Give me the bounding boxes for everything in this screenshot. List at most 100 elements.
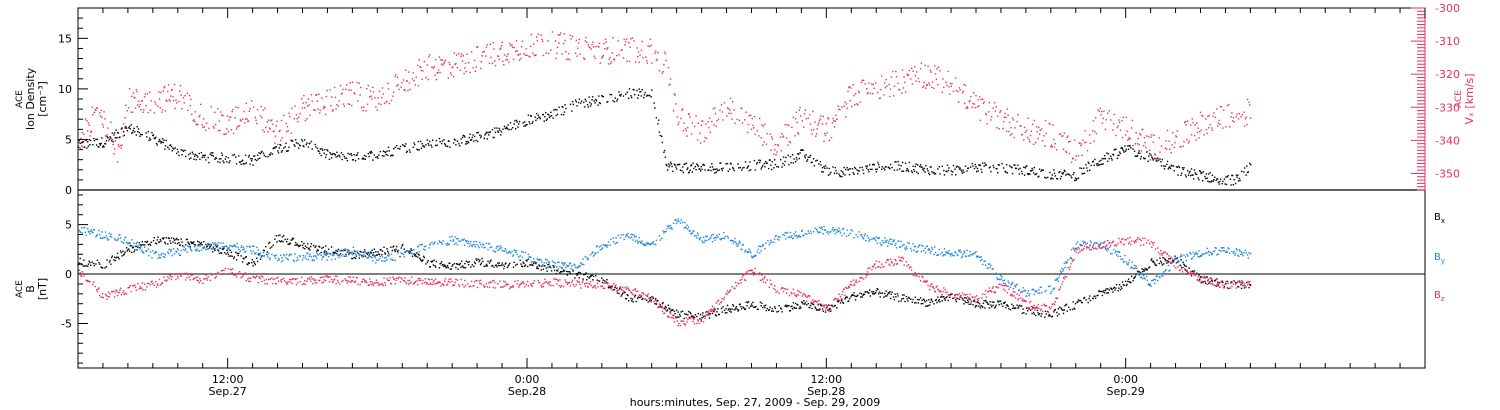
density-point [768, 159, 771, 161]
by-point [1086, 242, 1089, 244]
by-point [135, 243, 137, 245]
bx-point [232, 257, 235, 260]
bx-point [380, 249, 382, 251]
vx-point [107, 140, 110, 142]
vx-point [812, 129, 815, 131]
density-point [1056, 178, 1059, 180]
vx-point [636, 47, 638, 49]
vx-point [440, 63, 443, 65]
density-point [1086, 167, 1088, 169]
bx-point [116, 256, 118, 258]
by-point [411, 249, 414, 251]
by-point [1177, 259, 1179, 262]
vx-point [314, 109, 316, 111]
bx-point [438, 267, 441, 269]
bx-point [978, 305, 980, 307]
bx-point [669, 308, 671, 310]
vx-point [1249, 117, 1252, 119]
bx-point [880, 292, 882, 294]
density-point [168, 148, 170, 150]
density-point [322, 149, 324, 151]
bx-point [411, 255, 414, 257]
bx-point [301, 241, 303, 243]
bx-point [602, 279, 604, 281]
vx-point [113, 148, 116, 150]
bx-point [776, 311, 778, 313]
vx-point [261, 116, 263, 119]
by-point [875, 240, 877, 242]
bx-point [1237, 285, 1239, 288]
vx-point [965, 107, 967, 109]
density-point [998, 164, 1000, 166]
density-point [785, 156, 787, 159]
vx-point [375, 106, 377, 108]
vx-point [201, 124, 203, 126]
vx-point [1243, 111, 1245, 113]
density-point [105, 140, 108, 142]
bx-point [483, 265, 485, 268]
density-point [563, 111, 566, 113]
density-point [92, 144, 94, 146]
density-point [1160, 161, 1162, 163]
density-point [851, 168, 854, 170]
vx-point [837, 105, 839, 107]
density-point [643, 97, 645, 99]
bx-point [337, 248, 340, 251]
by-point [737, 244, 739, 246]
vx-point [131, 95, 133, 98]
vx-point [462, 55, 464, 57]
vx-point [1005, 116, 1007, 119]
vx-point [449, 72, 452, 74]
density-point [129, 128, 131, 130]
density-point [848, 174, 851, 176]
bx-point [1106, 292, 1108, 294]
density-point [324, 156, 327, 158]
vx-point [78, 149, 80, 151]
bx-point [1240, 284, 1242, 286]
by-point [1044, 290, 1046, 293]
density-point [342, 153, 344, 156]
density-point [1143, 157, 1145, 160]
vx-point [164, 110, 167, 112]
by-point [379, 255, 381, 258]
by-point [633, 234, 635, 237]
vx-point [515, 50, 517, 53]
vx-point [443, 62, 445, 65]
vx-point [785, 137, 788, 139]
bx-point [209, 245, 212, 247]
density-point [790, 162, 792, 164]
vx-point [134, 107, 137, 109]
by-point [1165, 269, 1167, 271]
density-point [275, 146, 277, 148]
density-point [486, 138, 488, 140]
by-point [178, 253, 180, 255]
by-point [1038, 289, 1040, 291]
density-point [726, 162, 729, 165]
density-point [253, 155, 256, 157]
bx-point [1022, 308, 1024, 310]
by-point [1195, 251, 1197, 253]
by-point [996, 277, 998, 279]
by-point [958, 249, 960, 251]
density-point [535, 119, 537, 122]
ytick-label: 0 [65, 184, 72, 197]
vx-point [973, 103, 976, 105]
bx-point [381, 254, 383, 256]
density-point [560, 113, 563, 116]
vx-point [930, 71, 932, 73]
vx-point [603, 42, 605, 45]
bx-point [133, 251, 135, 253]
vx-point [918, 80, 920, 83]
vx-point [708, 117, 711, 119]
density-point [149, 139, 152, 141]
bx-point [245, 256, 247, 258]
by-point [765, 242, 767, 244]
vx-point [1190, 134, 1193, 136]
density-point [952, 164, 955, 167]
by-point [1069, 257, 1071, 259]
vx-point [776, 151, 778, 153]
by-point [147, 248, 149, 250]
by-point [145, 250, 147, 252]
bx-point [253, 261, 255, 263]
density-point [539, 116, 541, 119]
